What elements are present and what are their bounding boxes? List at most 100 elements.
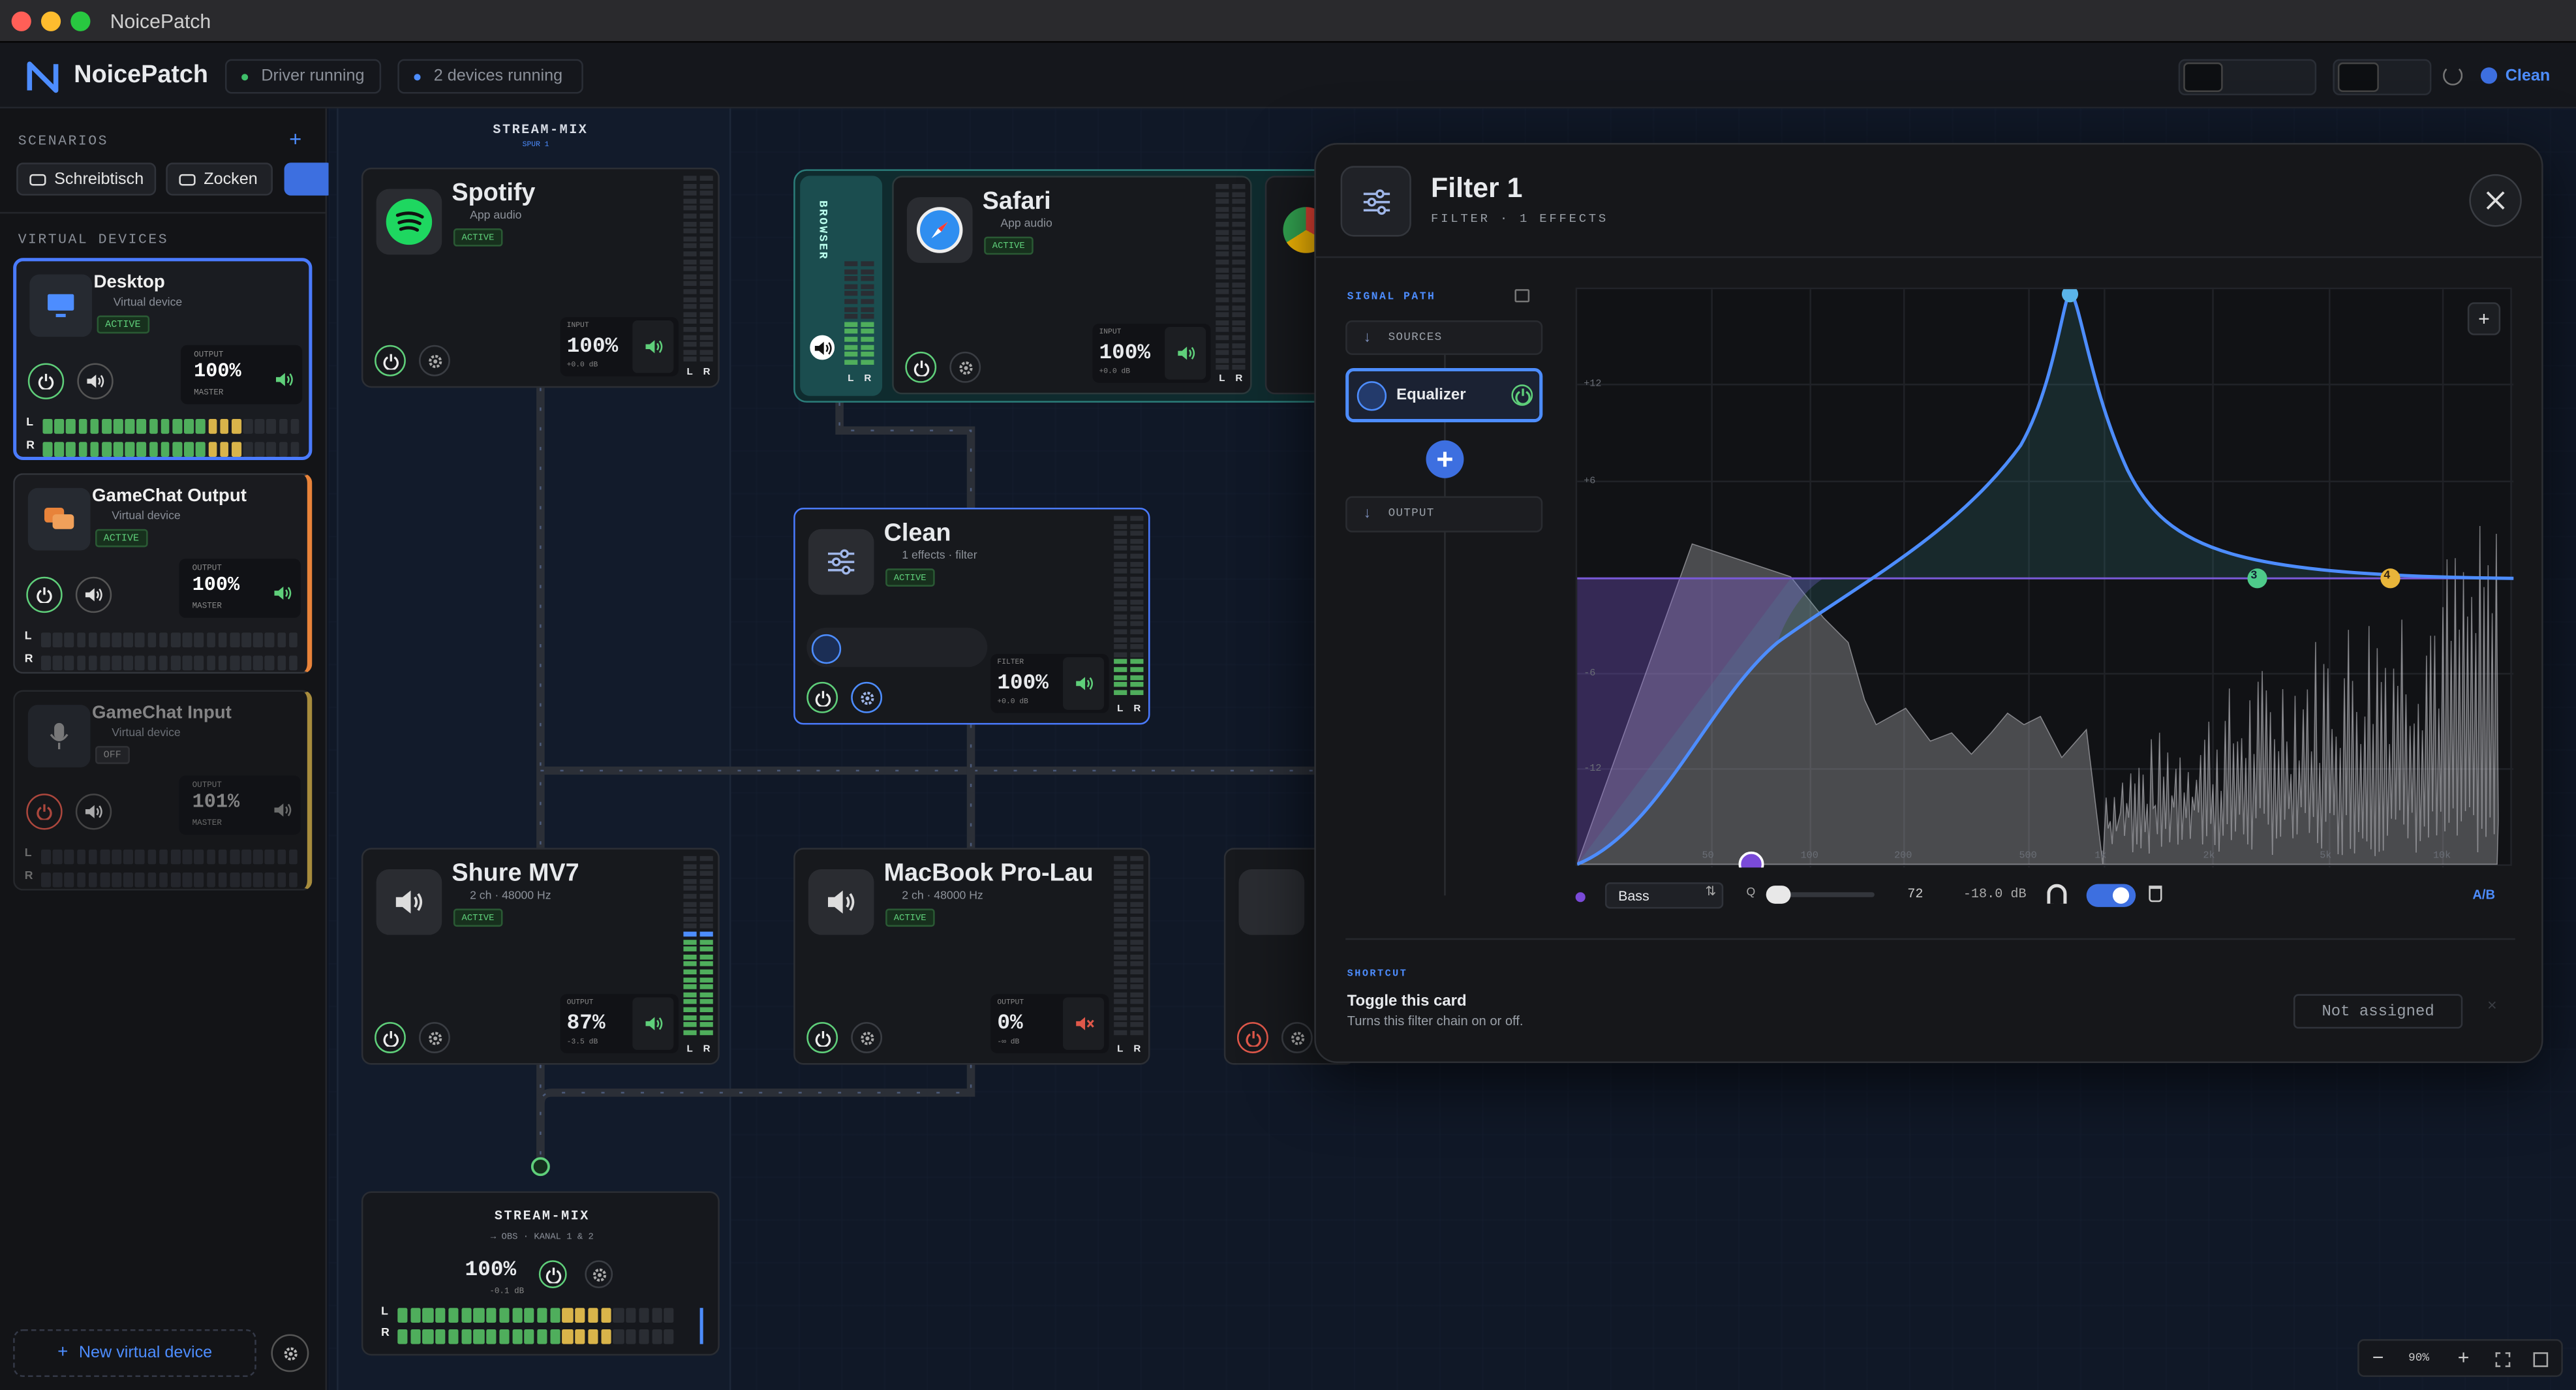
solo-button[interactable] xyxy=(2047,884,2067,904)
node-name: Spotify xyxy=(452,179,536,208)
profile-name[interactable]: Clean xyxy=(2505,67,2551,85)
fit-button[interactable] xyxy=(2495,1352,2511,1367)
icon-shape xyxy=(27,61,59,93)
meter-segment xyxy=(683,243,697,249)
refresh-button[interactable] xyxy=(2443,65,2463,85)
delete-band[interactable] xyxy=(2149,886,2162,903)
meter-segment xyxy=(844,299,858,304)
band-handle[interactable] xyxy=(2061,286,2079,303)
mode-toggle[interactable] xyxy=(2337,62,2379,93)
scenario-button[interactable] xyxy=(284,162,334,196)
power-button[interactable] xyxy=(375,345,406,377)
shortcut-button[interactable]: Not assigned xyxy=(2293,994,2463,1029)
power-button[interactable] xyxy=(905,351,937,383)
volume-button[interactable] xyxy=(1063,657,1105,710)
mute-button[interactable] xyxy=(810,335,835,360)
mute-button[interactable] xyxy=(75,794,112,830)
meter-segment xyxy=(159,872,169,888)
settings-button[interactable] xyxy=(1281,1022,1313,1053)
settings-button[interactable] xyxy=(851,1022,883,1053)
close-button[interactable] xyxy=(2469,174,2522,227)
new-device-text[interactable]: New virtual device xyxy=(78,1344,213,1363)
add-scenario[interactable]: + xyxy=(289,126,302,151)
volume-button[interactable] xyxy=(632,997,674,1050)
volume-button[interactable] xyxy=(1063,997,1105,1050)
power-button[interactable] xyxy=(375,1022,406,1053)
meter-segment xyxy=(1232,221,1246,227)
chain-effect[interactable]: Equalizer xyxy=(1345,368,1543,423)
ab-button[interactable]: A/B xyxy=(2472,887,2496,903)
meter-segment xyxy=(1232,282,1246,288)
node-card[interactable]: Shure MV7 2 ch · 48000 Hz ACTIVE OUTPUT 87% -… xyxy=(361,848,720,1065)
device-card[interactable]: GameChat Output Virtual device ACTIVE OUTPU… xyxy=(13,473,313,674)
mute-button[interactable] xyxy=(75,576,112,613)
settings-button[interactable] xyxy=(949,351,981,383)
icon-shape xyxy=(1514,388,1530,404)
meter-segment xyxy=(65,872,74,888)
node-card[interactable]: Clean 1 effects · filter ACTIVE FILTER 100% +… xyxy=(793,508,1150,725)
meter-segment xyxy=(279,419,288,434)
band-handle[interactable] xyxy=(1738,851,1764,877)
power-button[interactable] xyxy=(27,363,65,399)
node-card[interactable]: Safari App audio ACTIVE INPUT 100% +0.0 dB L R xyxy=(892,176,1252,395)
meter-segment xyxy=(100,655,110,671)
icon-shape xyxy=(288,1351,292,1355)
device-card[interactable]: Desktop Virtual device ACTIVE OUTPUT 100% MAS… xyxy=(13,258,313,461)
meter-segment xyxy=(664,1308,675,1323)
fullscreen-button[interactable] xyxy=(2533,1352,2549,1367)
band-handle[interactable] xyxy=(2380,568,2400,589)
mute-button[interactable] xyxy=(77,363,114,399)
volume-button[interactable] xyxy=(1165,327,1206,380)
power-button[interactable] xyxy=(538,1260,567,1289)
zoom-in[interactable]: + xyxy=(2457,1346,2470,1369)
zoom-out[interactable]: − xyxy=(2372,1346,2384,1369)
add-effect[interactable] xyxy=(1426,440,1464,478)
device-icon xyxy=(27,705,91,767)
panel-icon xyxy=(1340,166,1411,237)
chain-step[interactable]: SOURCES ↓ xyxy=(1345,320,1543,355)
band-toggle[interactable] xyxy=(2086,884,2136,907)
band-type-select[interactable]: Bass ⇅ xyxy=(1604,882,1724,909)
meter-segment xyxy=(699,357,713,362)
power-button[interactable] xyxy=(26,576,63,613)
meter-segment xyxy=(699,893,713,899)
settings-button[interactable] xyxy=(585,1260,613,1289)
band-handle[interactable] xyxy=(2247,568,2267,589)
scenario-button[interactable]: Zocken xyxy=(166,162,273,196)
meter-segment xyxy=(1130,523,1144,529)
node-icon xyxy=(376,189,442,255)
settings-button[interactable] xyxy=(419,345,450,377)
meter-segment xyxy=(699,258,713,264)
node-card[interactable]: Spotify App audio ACTIVE INPUT 100% +0.0 dB L R xyxy=(361,167,720,388)
add-band[interactable]: + xyxy=(2467,302,2501,335)
meter-segment xyxy=(861,284,874,289)
settings-button[interactable] xyxy=(419,1022,450,1053)
new-device-button[interactable]: + xyxy=(13,1329,256,1377)
window-control[interactable] xyxy=(40,11,61,31)
settings-button[interactable] xyxy=(851,681,883,713)
window-control[interactable] xyxy=(11,11,31,31)
output-card[interactable]: STREAM-MIX → OBS · KANAL 1 & 2 100% -0.1 dB… xyxy=(361,1191,720,1356)
view-toggle[interactable] xyxy=(2183,62,2223,93)
scenario-icon xyxy=(29,174,46,186)
power-button[interactable] xyxy=(26,794,63,830)
meter-segment xyxy=(184,419,194,434)
scenario-button[interactable]: Schreibtisch xyxy=(16,162,157,196)
device-card[interactable]: GameChat Input Virtual device OFF OUTPUT 101… xyxy=(13,690,313,891)
node-card[interactable]: MacBook Pro-Lau 2 ch · 48000 Hz ACTIVE OUTP… xyxy=(793,848,1150,1065)
meter-segment xyxy=(1130,1007,1144,1013)
q-knob[interactable] xyxy=(1766,886,1791,904)
meter-segment xyxy=(683,924,697,929)
clear-shortcut[interactable]: × xyxy=(2487,997,2497,1016)
output-level: 100% xyxy=(465,1257,517,1282)
chain-step[interactable]: OUTPUT ↓ xyxy=(1345,496,1543,533)
power-button[interactable] xyxy=(1236,1022,1268,1053)
meter-segment xyxy=(699,954,713,959)
window-control[interactable] xyxy=(70,11,91,31)
settings-button[interactable] xyxy=(271,1334,309,1372)
volume-button[interactable] xyxy=(632,320,674,373)
power-button[interactable] xyxy=(806,1022,838,1053)
power-button[interactable] xyxy=(806,681,838,713)
collapse-button[interactable] xyxy=(1514,289,1530,303)
meter-segment xyxy=(861,329,874,335)
